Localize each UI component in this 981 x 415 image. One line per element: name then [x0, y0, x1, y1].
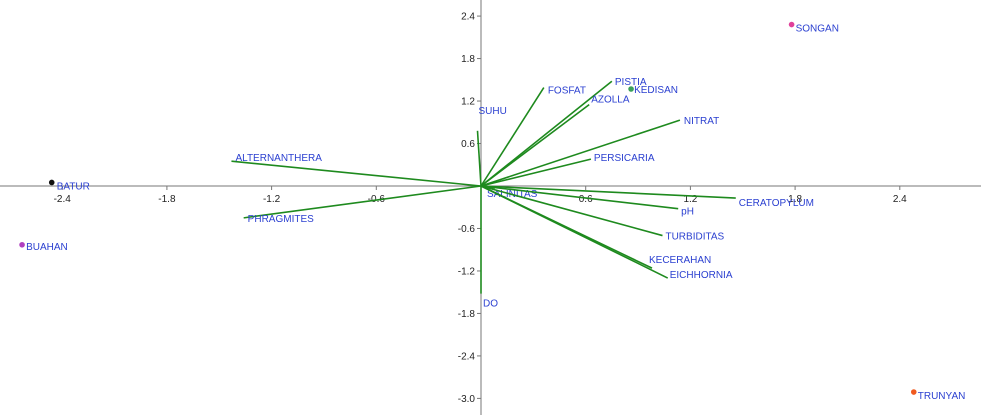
- site-label-trunyan: TRUNYAN: [918, 391, 966, 402]
- x-tick-label: 0.6: [579, 194, 593, 205]
- vector-persicaria: [480, 158, 592, 187]
- y-tick-label: -1.8: [458, 309, 476, 320]
- site-label-songan: SONGAN: [796, 24, 839, 35]
- site-label-buahan: BUAHAN: [26, 242, 68, 253]
- vector-eichhornia: [480, 185, 669, 279]
- vector-label-alternanthera: ALTERNANTHERA: [235, 153, 322, 164]
- vector-ph: [480, 185, 679, 210]
- x-tick-label: -1.8: [158, 194, 176, 205]
- y-tick-label: -2.4: [458, 351, 476, 362]
- vector-label-ph: pH: [681, 207, 694, 218]
- y-tick-label: -3.0: [458, 394, 476, 405]
- vector-azolla: [480, 103, 590, 187]
- vector-label-persicaria: PERSICARIA: [594, 153, 655, 164]
- vector-fosfat: [480, 87, 545, 187]
- vector-label-kecerahan: KECERAHAN: [649, 255, 711, 266]
- vector-label-azolla: AZOLLA: [591, 95, 630, 106]
- site-group: SONGAN KEDISAN BATUR BUAHAN TRUNYAN: [19, 21, 966, 402]
- site-point-batur: [48, 179, 55, 186]
- y-tick-label: 0.6: [461, 139, 475, 150]
- vector-phragmites: [243, 185, 482, 219]
- vector-label-phragmites: PHRAGMITES: [248, 214, 314, 225]
- vector-label-eichhornia: EICHHORNIA: [670, 270, 733, 281]
- x-tick-label: -1.2: [263, 194, 281, 205]
- vector-label-do: DO: [483, 299, 498, 310]
- x-tick-label: 2.4: [893, 194, 907, 205]
- x-tick-label: 1.8: [788, 194, 802, 205]
- site-point-buahan: [19, 241, 25, 248]
- vector-label-suhu: SUHU: [479, 106, 507, 117]
- vector-group: FOSFAT PISTIA AZOLLA SUHU NITRAT PERSICARIA AL…: [231, 77, 814, 310]
- x-tick-label: 1.2: [683, 194, 697, 205]
- vector-label-nitrat: NITRAT: [684, 116, 719, 127]
- vector-label-ceratopylum: CERATOPYLUM: [739, 198, 814, 209]
- vector-pistia: [480, 80, 613, 187]
- vector-label-pistia: PISTIA: [615, 77, 647, 88]
- y-tick-label: 2.4: [461, 12, 475, 23]
- y-tick-label: 1.2: [461, 97, 475, 108]
- vector-turbiditas: [480, 185, 663, 237]
- vector-label-fosfat: FOSFAT: [548, 86, 586, 97]
- vector-suhu: [476, 130, 482, 187]
- site-label-batur: BATUR: [57, 181, 90, 192]
- vector-nitrat: [480, 119, 681, 187]
- y-tick-label: -0.6: [458, 224, 476, 235]
- x-tick-label: -2.4: [54, 194, 72, 205]
- vector-ceratopylum: [480, 185, 736, 199]
- vector-alternanthera: [231, 160, 482, 187]
- site-point-kedisan: [628, 86, 634, 92]
- site-point-trunyan: [910, 389, 917, 395]
- site-point-songan: [788, 21, 795, 28]
- y-tick-label: 1.8: [461, 54, 475, 65]
- y-tick-label: -1.2: [458, 266, 476, 277]
- vector-label-turbiditas: TURBIDITAS: [665, 232, 724, 243]
- site-label-kedisan: KEDISAN: [634, 85, 678, 96]
